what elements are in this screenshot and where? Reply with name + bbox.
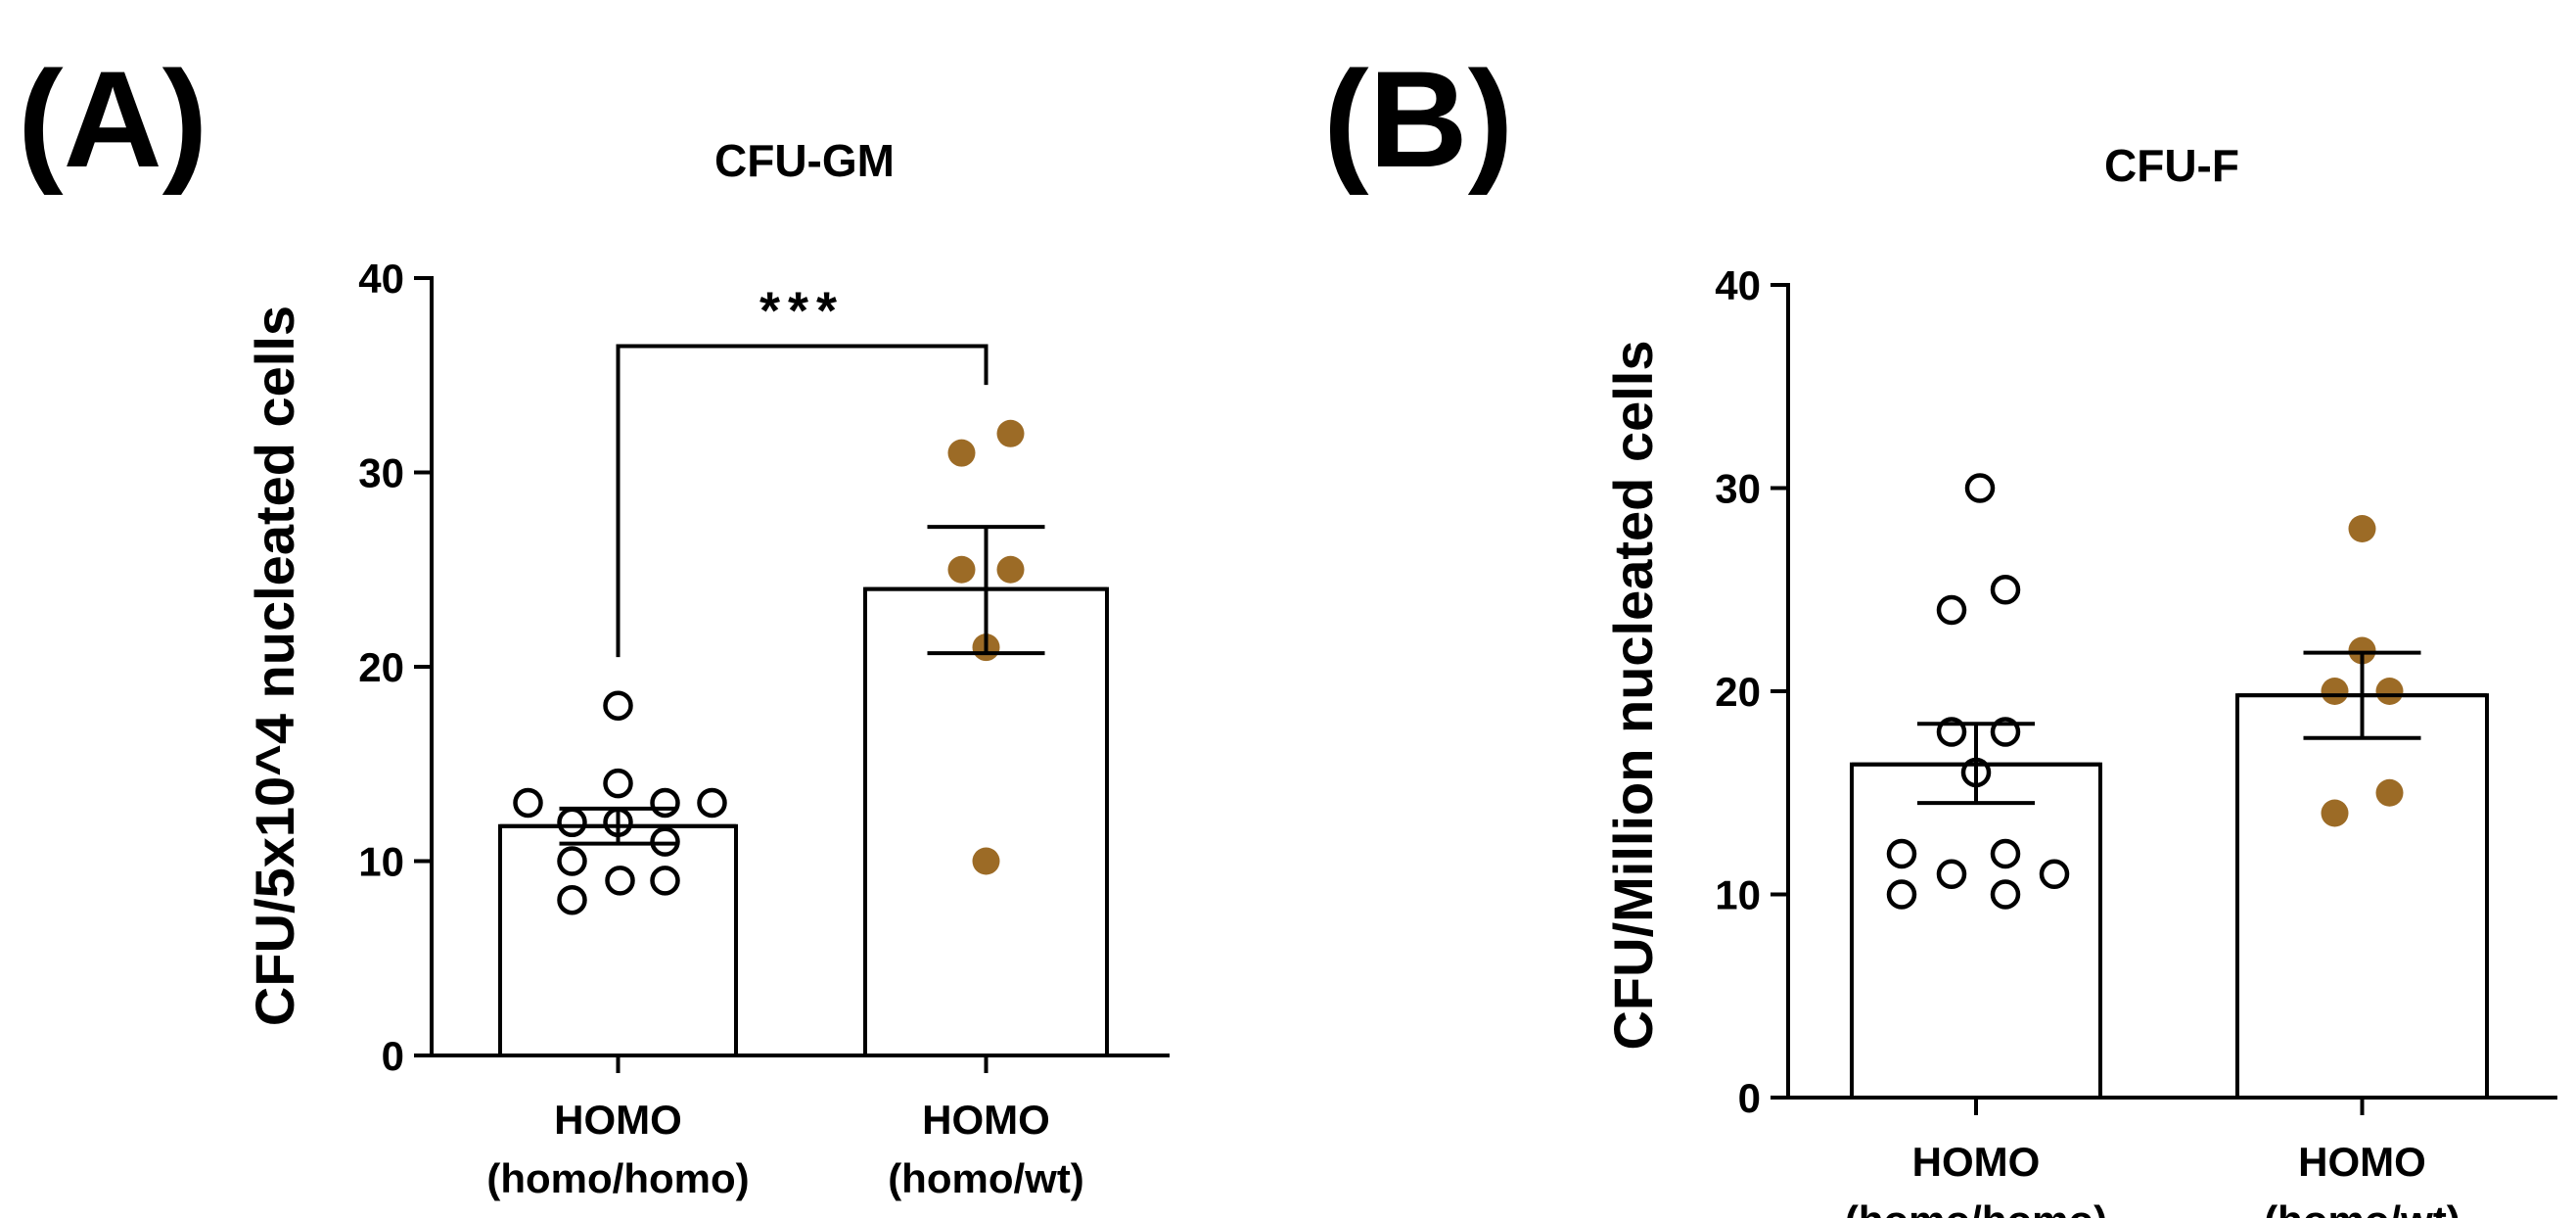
x-tick-label: HOMO [554, 1097, 682, 1143]
chart-title: CFU-F [2104, 140, 2239, 191]
data-point [1990, 879, 2021, 910]
data-point [996, 555, 1025, 584]
data-point [1936, 859, 1967, 889]
bar [498, 823, 738, 1058]
x-tick-label: HOMO [2298, 1139, 2426, 1185]
y-tick-label: 0 [382, 1033, 404, 1079]
data-point [557, 846, 587, 876]
y-tick-label: 30 [358, 450, 404, 496]
data-point [2348, 636, 2376, 665]
y-tick-label: 30 [1715, 466, 1761, 512]
data-point [557, 807, 587, 838]
data-point [650, 866, 680, 896]
x-tick-label: HOMO [922, 1097, 1050, 1143]
x-tick-sublabel: (homo/homo) [1845, 1197, 2107, 1218]
y-tick-label: 20 [358, 644, 404, 690]
data-point [996, 419, 1025, 447]
data-point [603, 768, 633, 799]
x-tick-sublabel: (homo/wt) [2264, 1197, 2461, 1218]
data-point [650, 787, 680, 819]
data-point [2375, 778, 2404, 807]
y-tick-label: 40 [358, 256, 404, 302]
data-point [697, 787, 727, 819]
data-point [1990, 838, 2021, 869]
chart-title: CFU-GM [714, 135, 895, 186]
data-point [1886, 879, 1917, 910]
data-point [603, 690, 633, 721]
chart-panel-a: (A) CFU-GM CFU/5x10^4 nucleated cells 0 10 20… [18, 42, 1170, 1201]
data-point [2039, 859, 2070, 889]
x-tick-label: HOMO [1912, 1139, 2041, 1185]
data-point [2321, 678, 2349, 705]
y-tick-label: 20 [1715, 669, 1761, 715]
data-point [513, 787, 543, 819]
data-point [605, 866, 635, 896]
data-point [1886, 838, 1917, 869]
y-tick-label: 10 [1715, 872, 1761, 918]
chart-panel-b: (B) CFU-F CFU/Million nucleated cells 0 10 20… [1323, 42, 2557, 1218]
x-tick-sublabel: (homo/wt) [888, 1155, 1084, 1201]
y-tick-label: 0 [1738, 1075, 1761, 1121]
data-point [947, 555, 976, 584]
data-point [2375, 678, 2404, 705]
data-point [972, 847, 1000, 875]
y-axis-label: CFU/Million nucleated cells [1602, 340, 1664, 1050]
data-point [2348, 515, 2376, 542]
data-point [1990, 575, 2021, 605]
y-tick-label: 10 [358, 839, 404, 885]
data-point [947, 439, 976, 467]
data-point [1964, 473, 1996, 503]
bar [1850, 762, 2102, 1100]
significance-bracket [616, 344, 989, 658]
x-tick-sublabel: (homo/homo) [486, 1155, 749, 1201]
y-axis-label: CFU/5x10^4 nucleated cells [244, 305, 305, 1026]
y-tick-label: 40 [1715, 262, 1761, 308]
panel-label: (B) [1323, 42, 1513, 196]
bar [2235, 693, 2489, 1101]
data-point [2321, 799, 2349, 827]
data-point [1936, 594, 1967, 626]
significance-label: *** [759, 281, 845, 340]
data-point [557, 884, 587, 915]
panel-label: (A) [18, 42, 207, 196]
